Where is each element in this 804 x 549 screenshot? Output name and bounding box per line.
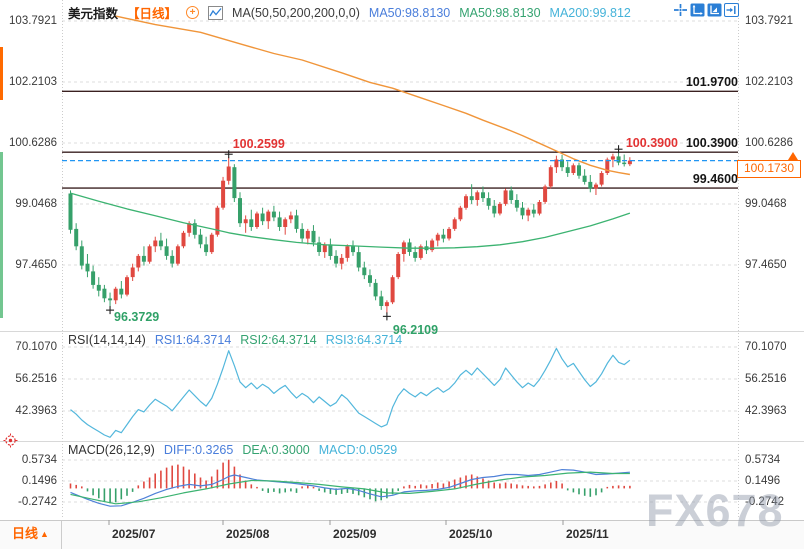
macd-value: MACD:0.0529 — [318, 443, 398, 457]
rsi3-value: RSI3:64.3714 — [325, 333, 403, 347]
symbol-title: 美元指数 — [68, 7, 119, 21]
crosshair-icon[interactable] — [673, 3, 688, 17]
ma50-value-1: MA50:98.8130 — [368, 5, 451, 20]
rsi-header: RSI(14,14,14) RSI1:64.3714 RSI2:64.3714 … — [68, 333, 411, 347]
macd-settings-label: MACD(26,12,9) — [68, 443, 155, 457]
current-price-value: 100.1730 — [743, 161, 795, 176]
ma50-value-2: MA50:98.8130 — [459, 5, 541, 20]
period-selector-label: 日线 — [12, 526, 39, 541]
period-selector[interactable]: 日线 ▲ — [0, 521, 62, 549]
macd-header: MACD(26,12,9) DIFF:0.3265 DEA:0.3000 MAC… — [68, 443, 406, 457]
period-tag: 【日线】 — [127, 7, 178, 21]
main-chart-header: 美元指数 【日线】 + MA(50,50,200,200,0,0) MA50:9… — [68, 3, 640, 22]
zoom-axis-icon[interactable] — [690, 3, 705, 17]
chart-type-icon[interactable] — [208, 5, 224, 20]
price-up-arrow-icon — [788, 151, 798, 160]
add-indicator-icon[interactable]: + — [186, 6, 200, 19]
period-arrow-icon: ▲ — [40, 529, 49, 539]
macd-panel — [69, 459, 631, 507]
reset-zoom-icon[interactable] — [724, 3, 739, 17]
rsi-panel — [70, 347, 631, 438]
main-price-panel — [62, 15, 738, 314]
current-price-box: 100.1730 — [737, 160, 801, 179]
ma200-value: MA200:99.812 — [549, 5, 631, 20]
rsi2-value: RSI2:64.3714 — [240, 333, 317, 347]
live-target-icon[interactable] — [3, 433, 18, 453]
chart-toolbar — [673, 3, 739, 17]
ma-settings-label: MA(50,50,200,200,0,0) — [232, 5, 360, 20]
rsi-settings-label: RSI(14,14,14) — [68, 333, 146, 347]
zoom-chart-icon[interactable] — [707, 3, 722, 17]
rsi1-value: RSI1:64.3714 — [154, 333, 232, 347]
bottom-axis-strip — [0, 520, 804, 549]
zigzag-line-icon — [209, 8, 222, 17]
dea-value: DEA:0.3000 — [242, 443, 310, 457]
diff-value: DIFF:0.3265 — [163, 443, 234, 457]
